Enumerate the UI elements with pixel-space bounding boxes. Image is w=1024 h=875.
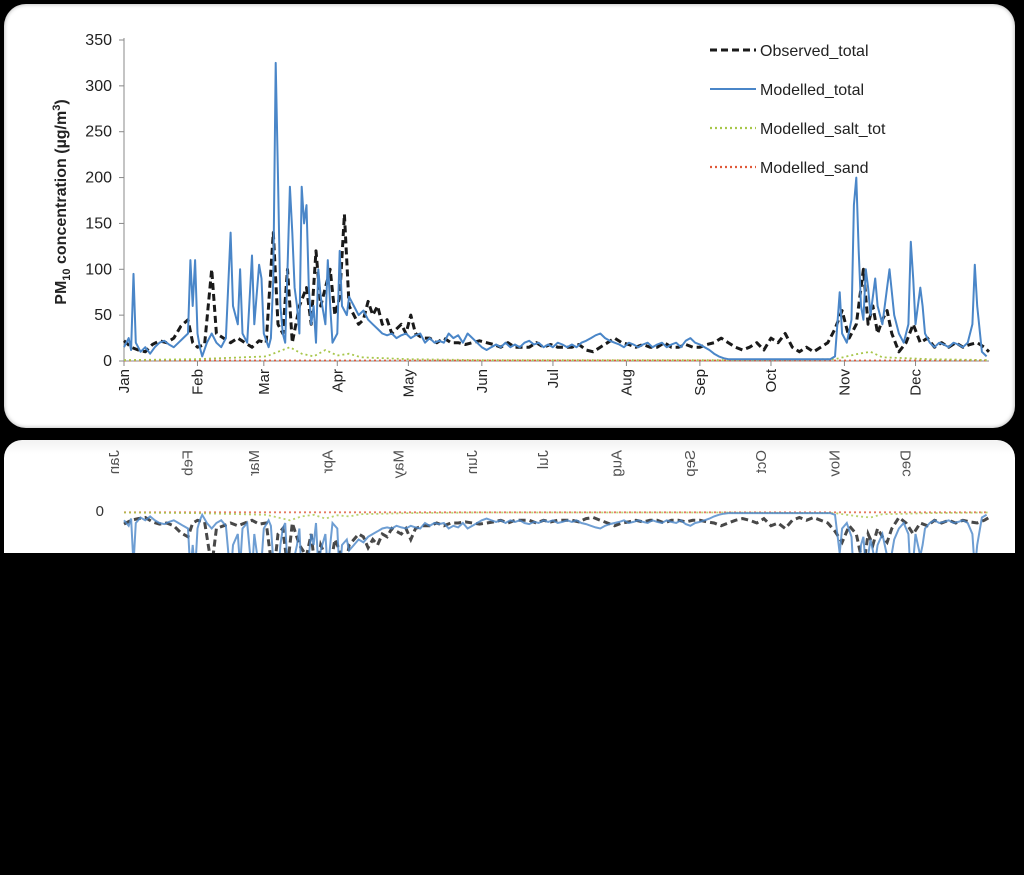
x-tick-label: Dec (908, 369, 925, 396)
reflection-month-label: Sep (682, 450, 699, 477)
reflection-zero-label: 0 (96, 503, 104, 520)
x-tick-label: Oct (763, 368, 780, 392)
legend: Observed_total Modelled_total Modelled_sal… (710, 43, 886, 177)
black-background (0, 553, 1024, 875)
x-axis-ticks: Jan Feb Mar Apr May Jun Jul Aug Sep Oct Nov Dec (116, 361, 925, 397)
y-tick-label: 350 (85, 32, 112, 49)
x-tick-label: Aug (618, 369, 635, 396)
legend-label: Modelled_salt_tot (760, 121, 886, 138)
reflection-month-label: May (390, 450, 407, 479)
reflection-month-label: Dec (898, 450, 915, 477)
x-tick-label: Nov (836, 369, 853, 396)
y-axis-label: PM10 concentration (µg/m3) (51, 99, 73, 304)
reflection-month-label: Jun (464, 450, 481, 474)
series-line-modelled-salt-tot (123, 346, 990, 361)
legend-label: Modelled_sand (760, 160, 869, 177)
reflection-series-line (123, 512, 988, 558)
series-lines (122, 61, 991, 362)
x-tick-label: Jun (474, 369, 491, 393)
reflection-month-label: Aug (608, 450, 625, 477)
x-tick-label: May (400, 369, 417, 398)
reflection-month-label: Jul (535, 450, 552, 469)
x-tick-label: Feb (189, 369, 206, 395)
y-axis-ticks: 0 50 100 150 200 250 300 350 (85, 32, 124, 370)
y-tick-label: 0 (103, 353, 112, 370)
chart-reflection: Jan Feb Mar Apr May Jun Jul Aug Sep Oct Nov Dec 0 (4, 440, 1015, 558)
legend-label: Observed_total (760, 43, 869, 60)
reflection-month-label: Feb (179, 450, 196, 476)
x-tick-label: Jan (116, 369, 133, 393)
series-line-modelled-total (123, 61, 988, 361)
x-tick-label: Mar (256, 369, 273, 395)
reflection-month-label: Mar (246, 450, 263, 476)
reflection-series (123, 511, 990, 558)
y-tick-label: 100 (85, 261, 112, 278)
reflection-month-label: Oct (753, 450, 770, 474)
y-tick-label: 250 (85, 124, 112, 141)
x-tick-label: Sep (692, 369, 709, 396)
y-tick-label: 300 (85, 78, 112, 95)
reflection-month-label: Nov (826, 450, 843, 477)
reflection-svg: Jan Feb Mar Apr May Jun Jul Aug Sep Oct Nov Dec 0 (96, 450, 990, 558)
legend-label: Modelled_total (760, 82, 864, 99)
reflection-series-line (123, 515, 990, 558)
x-tick-label: Jul (545, 369, 562, 388)
x-tick-label: Apr (329, 369, 346, 392)
pm10-line-chart: PM10 concentration (µg/m3) 0 50 100 150 200 2… (51, 32, 991, 397)
y-tick-label: 200 (85, 170, 112, 187)
series-line-observed-total (122, 212, 991, 354)
y-tick-label: 50 (94, 307, 112, 324)
reflection-month-labels: Jan Feb Mar Apr May Jun Jul Aug Sep Oct Nov Dec (106, 450, 915, 479)
svg-text:PM10 concentration (µg/m3): PM10 concentration (µg/m3) (51, 99, 73, 304)
reflection-month-label: Apr (319, 450, 336, 473)
reflection-month-label: Jan (106, 450, 123, 474)
chart-card: PM10 concentration (µg/m3) 0 50 100 150 200 2… (4, 4, 1015, 428)
y-tick-label: 150 (85, 215, 112, 232)
